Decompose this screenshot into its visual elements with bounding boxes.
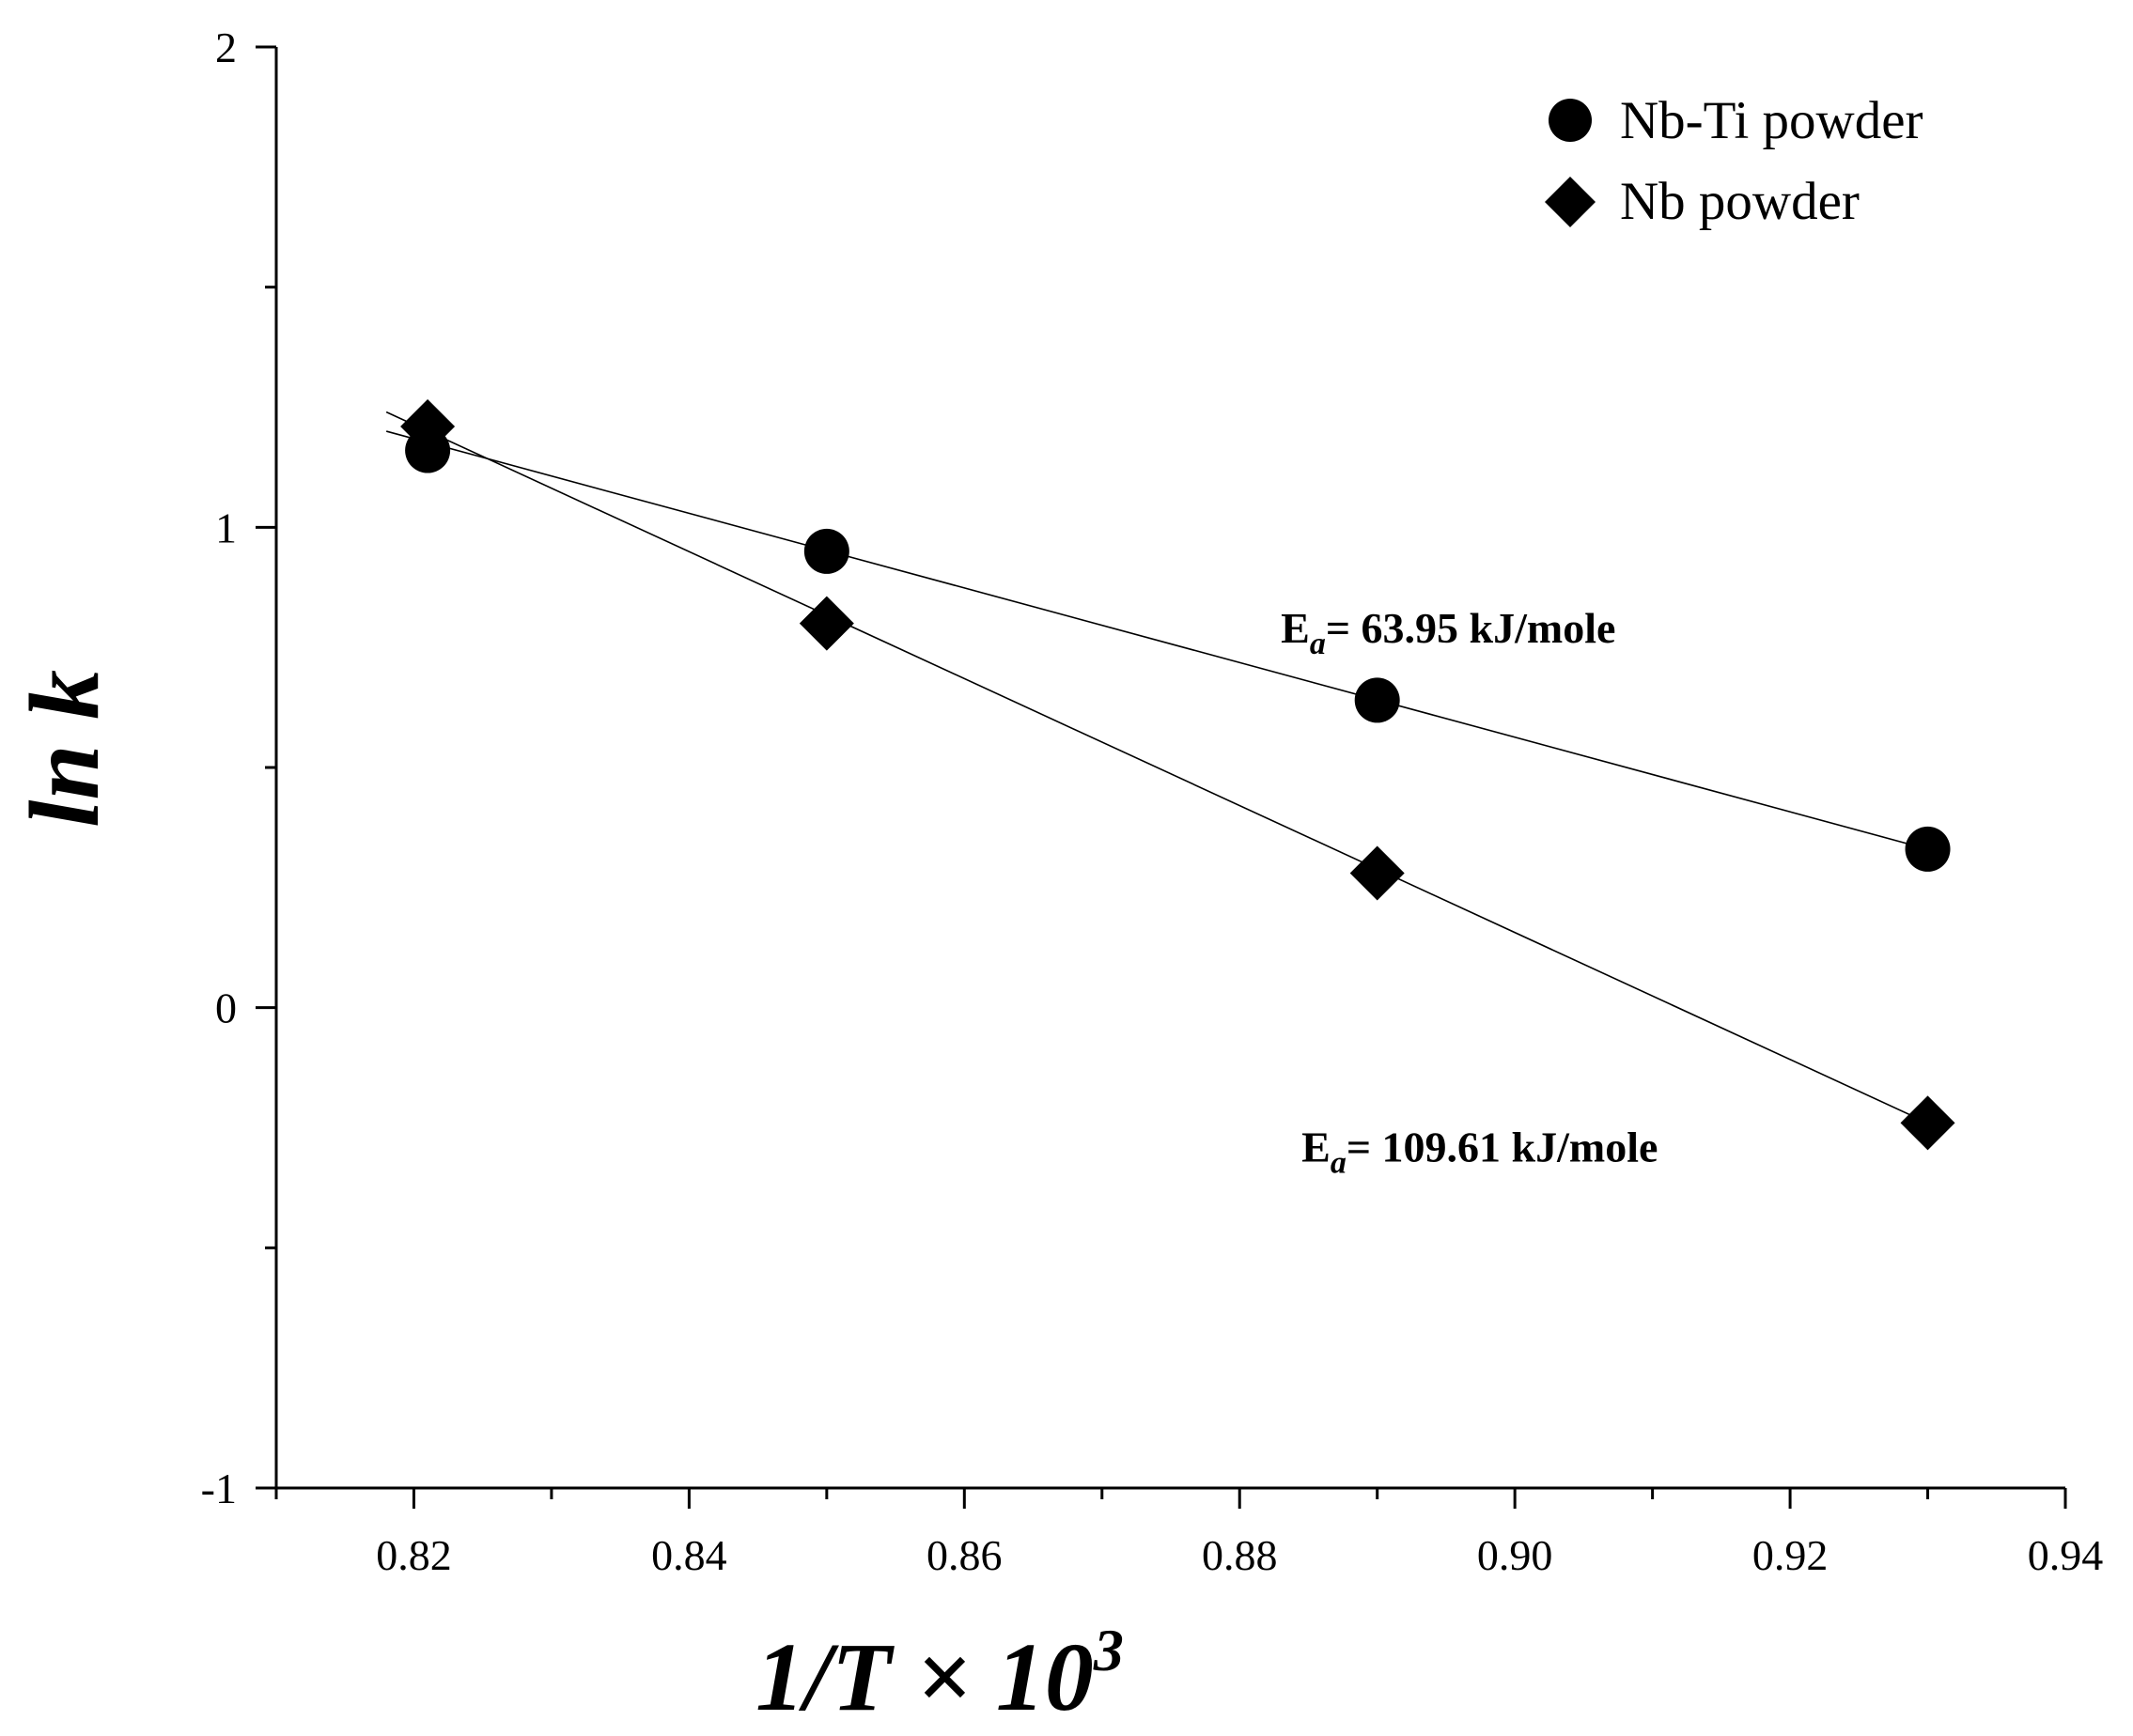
fit-line-nb-ti (385, 430, 1928, 850)
y-axis-title: ln k (9, 670, 119, 828)
y-tick-label: -1 (201, 1465, 237, 1512)
point-nb-ti (1354, 677, 1400, 723)
x-tick-label: 0.86 (926, 1531, 1003, 1579)
x-axis-title: 1/T × 103 (755, 1617, 1124, 1731)
point-nb (1349, 845, 1405, 901)
fit-line-nb (385, 411, 1928, 1124)
y-tick-label: 1 (215, 504, 237, 551)
annotation-e: E (1281, 604, 1310, 652)
x-tick-label: 0.94 (2028, 1531, 2104, 1579)
annotation-value: = 63.95 kJ/mole (1326, 604, 1616, 652)
legend-label-nb: Nb powder (1620, 172, 1860, 231)
x-axis-title-superscript: 3 (1093, 1617, 1124, 1683)
point-nb (1900, 1095, 1955, 1151)
point-nb (799, 596, 854, 651)
annotation-ea-nb: Ea= 109.61 kJ/mole (1301, 1123, 1658, 1180)
legend-marker-nb (1545, 177, 1596, 227)
data-points (400, 398, 1955, 1151)
x-axis-title-main: 1/T × 10 (755, 1623, 1094, 1731)
x-tick-label: 0.92 (1752, 1531, 1829, 1579)
annotation-subscript: a (1331, 1145, 1347, 1180)
legend-marker-nb-ti (1549, 99, 1592, 142)
x-tick-label: 0.90 (1477, 1531, 1553, 1579)
x-tick-label: 0.82 (376, 1531, 452, 1579)
x-tick-label: 0.88 (1202, 1531, 1278, 1579)
plot-axes: 0.82 0.84 0.86 0.88 0.90 0.92 0.94 -1 0 1 2 (201, 23, 2104, 1579)
annotation-e: E (1301, 1123, 1331, 1170)
point-nb-ti (803, 528, 849, 574)
x-tick-label: 0.84 (651, 1531, 727, 1579)
annotation-ea-nb-ti: Ea= 63.95 kJ/mole (1281, 604, 1615, 661)
point-nb (400, 398, 456, 454)
legend-label-nb-ti: Nb-Ti powder (1620, 91, 1923, 150)
annotation-subscript: a (1310, 627, 1326, 661)
annotation-value: = 109.61 kJ/mole (1347, 1123, 1658, 1170)
fit-lines (385, 411, 1928, 1124)
legend: Nb-Ti powder Nb powder (1545, 91, 1923, 231)
point-nb-ti (1905, 826, 1951, 872)
y-tick-label: 0 (215, 984, 237, 1032)
y-tick-label: 2 (215, 23, 237, 71)
